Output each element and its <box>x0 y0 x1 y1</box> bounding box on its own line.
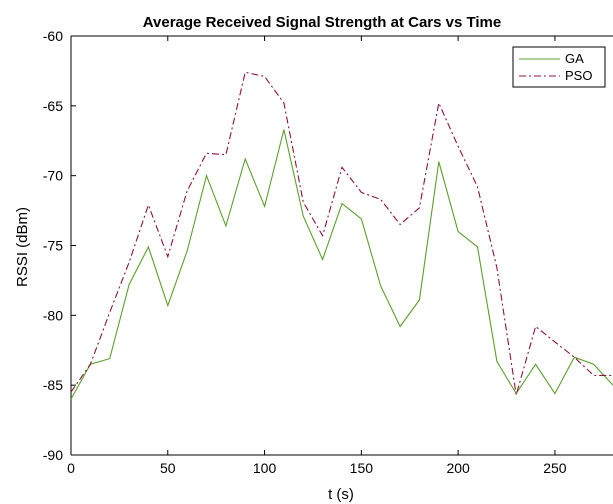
x-tick-label: 250 <box>543 460 567 476</box>
legend-box <box>512 46 606 88</box>
y-tick-label: -90 <box>43 447 63 463</box>
series-line-pso <box>70 71 613 396</box>
x-axis-label: t (s) <box>328 486 354 503</box>
y-axis-label: RSSI (dBm) <box>14 207 31 287</box>
x-tick-label: 100 <box>253 460 277 476</box>
y-tick-label: -80 <box>43 307 63 323</box>
x-tick-label: 50 <box>160 460 176 476</box>
y-tick-label: -85 <box>43 377 63 393</box>
y-tick-label: -60 <box>43 28 63 44</box>
x-tick-label: 200 <box>446 460 470 476</box>
legend-label-ga: GA <box>565 51 584 66</box>
x-tick-label: 0 <box>67 460 75 476</box>
plot-area: -90 -85 -80 -75 -70 -65 -60 0 50 100 150 200 250 GA PS… <box>43 28 613 476</box>
chart-title: Average Received Signal Strength at Cars… <box>143 14 501 31</box>
legend-label-pso: PSO <box>565 68 592 83</box>
series-line-ga <box>70 129 613 400</box>
y-tick-label: -65 <box>43 98 63 114</box>
y-tick-label: -70 <box>43 168 63 184</box>
x-tick-label: 150 <box>350 460 374 476</box>
y-tick-label: -75 <box>43 238 63 254</box>
